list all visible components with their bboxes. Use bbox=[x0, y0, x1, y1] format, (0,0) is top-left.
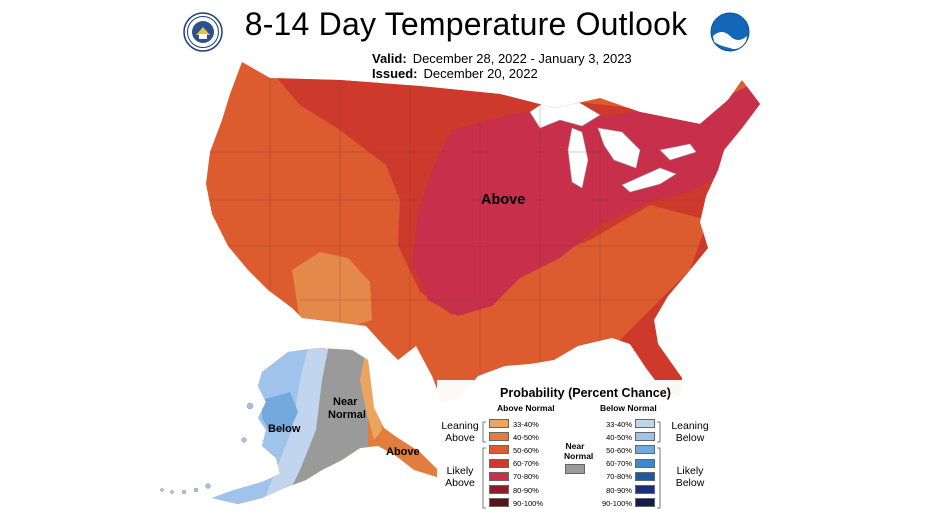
page-title: 8-14 Day Temperature Outlook bbox=[244, 6, 688, 42]
legend-likely-above: Likely Above bbox=[440, 465, 480, 489]
swatch-above-2 bbox=[489, 445, 509, 455]
swatch-label-below-1: 40-50% bbox=[606, 432, 632, 442]
legend-leaning-above: Leaning Above bbox=[440, 420, 480, 444]
swatch-below-0 bbox=[635, 419, 655, 428]
legend-below-header: Below Normal bbox=[600, 403, 657, 413]
swatch-label-above-1: 40-50% bbox=[513, 432, 539, 442]
swatch-below-2 bbox=[635, 445, 655, 455]
legend-leaning-above-1: Leaning bbox=[441, 420, 479, 432]
legend-leaning-below-1: Leaning bbox=[671, 420, 709, 432]
valid-value: December 28, 2022 - January 3, 2023 bbox=[412, 51, 632, 66]
issued-label: Issued: bbox=[372, 66, 418, 81]
legend-near-header: Near Normal bbox=[564, 441, 594, 461]
legend-near-header-1: Near bbox=[565, 441, 585, 451]
swatch-label-below-2: 50-60% bbox=[606, 445, 632, 455]
legend-title: Probability (Percent Chance) bbox=[500, 386, 671, 400]
swatch-above-1 bbox=[489, 432, 509, 442]
label-alaska-near-2: Normal bbox=[328, 409, 366, 421]
swatch-label-above-4: 70-80% bbox=[513, 472, 539, 482]
swatch-below-3 bbox=[635, 458, 655, 468]
swatch-above-4 bbox=[489, 471, 509, 481]
commerce-seal-icon bbox=[183, 12, 223, 52]
swatch-above-5 bbox=[489, 485, 509, 494]
noaa-logo-icon bbox=[710, 12, 750, 52]
swatch-label-above-5: 80-90% bbox=[513, 485, 539, 495]
legend-leaning-below: Leaning Below bbox=[668, 420, 712, 444]
valid-dates: Valid: December 28, 2022 - January 3, 202… bbox=[372, 51, 632, 66]
swatch-below-1 bbox=[635, 432, 655, 442]
legend-likely-below-2: Below bbox=[675, 477, 705, 489]
swatch-label-below-6: 90-100% bbox=[601, 498, 632, 508]
swatch-below-4 bbox=[635, 471, 655, 481]
legend-leaning-below-2: Below bbox=[675, 432, 705, 444]
swatch-label-above-3: 60-70% bbox=[513, 459, 539, 469]
swatch-label-below-5: 80-90% bbox=[606, 485, 632, 495]
swatch-label-above-0: 33-40% bbox=[513, 419, 539, 429]
swatch-above-3 bbox=[489, 458, 509, 468]
swatch-label-above-2: 50-60% bbox=[513, 445, 539, 455]
issued-date: Issued: December 20, 2022 bbox=[372, 66, 538, 81]
legend-likely-below-1: Likely bbox=[676, 465, 704, 477]
label-alaska-near-1: Near bbox=[333, 396, 358, 408]
label-alaska-above: Above bbox=[386, 446, 420, 458]
swatch-above-6 bbox=[489, 498, 509, 508]
swatch-label-above-6: 90-100% bbox=[513, 498, 544, 508]
legend-likely-above-2: Above bbox=[445, 477, 475, 489]
label-contiguous-above: Above bbox=[481, 192, 526, 208]
swatch-above-0 bbox=[489, 419, 509, 428]
aleutian-islands bbox=[160, 402, 254, 495]
swatch-label-below-0: 33-40% bbox=[606, 419, 632, 429]
legend-near-header-2: Normal bbox=[564, 451, 594, 461]
label-alaska-below: Below bbox=[268, 423, 301, 435]
swatch-below-6 bbox=[635, 498, 655, 508]
issued-value: December 20, 2022 bbox=[423, 66, 538, 81]
valid-label: Valid: bbox=[372, 51, 407, 66]
swatch-below-5 bbox=[635, 485, 655, 494]
swatch-label-below-3: 60-70% bbox=[606, 459, 632, 469]
swatch-near-normal bbox=[565, 464, 585, 474]
legend-leaning-above-2: Above bbox=[445, 432, 475, 444]
legend-above-header: Above Normal bbox=[497, 403, 555, 413]
legend-likely-below: Likely Below bbox=[668, 465, 712, 489]
contiguous-us bbox=[206, 62, 760, 402]
legend-likely-above-1: Likely bbox=[446, 465, 474, 477]
swatch-label-below-4: 70-80% bbox=[606, 472, 632, 482]
